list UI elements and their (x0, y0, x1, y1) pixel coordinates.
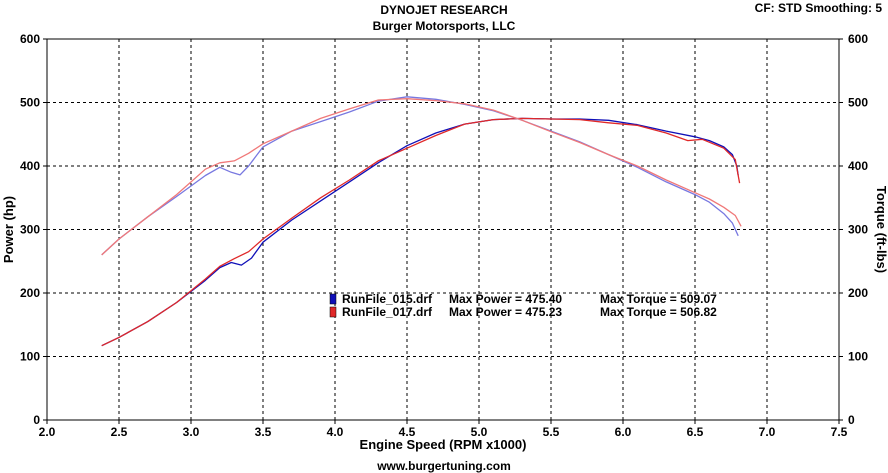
x-tick-label: 3.0 (183, 425, 200, 439)
y-tick-label-left: 0 (33, 413, 40, 427)
legend-max-torque: Max Torque = 509.07 (600, 292, 717, 306)
legend-file-name: RunFile_017.drf (342, 305, 433, 319)
x-tick-label: 2.0 (39, 425, 56, 439)
x-tick-label: 3.5 (255, 425, 272, 439)
y-tick-label-left: 400 (20, 159, 40, 173)
torque-curve-runfile-015-drf (101, 96, 739, 256)
x-tick-label: 4.5 (399, 425, 416, 439)
y-tick-label-left: 200 (20, 286, 40, 300)
power-curve-runfile-015-drf (101, 117, 739, 347)
x-tick-label: 2.5 (111, 425, 128, 439)
x-tick-label: 4.0 (327, 425, 344, 439)
correction-factor-info: CF: STD Smoothing: 5 (754, 1, 882, 15)
x-axis-label: Engine Speed (RPM x1000) (360, 437, 527, 452)
power-curve-runfile-017-drf (101, 117, 741, 347)
y-tick-label-left: 100 (20, 350, 40, 364)
legend-swatch (329, 293, 337, 305)
y-axis-label-left: Power (hp) (1, 196, 16, 263)
x-tick-label: 6.0 (615, 425, 632, 439)
x-tick-label: 7.0 (759, 425, 776, 439)
x-tick-label: 5.0 (471, 425, 488, 439)
y-tick-label-left: 300 (20, 223, 40, 237)
y-tick-label-right: 200 (848, 286, 868, 300)
y-tick-label-left: 500 (20, 96, 40, 110)
legend-file-name: RunFile_015.drf (342, 292, 433, 306)
legend-max-power: Max Power = 475.40 (449, 292, 562, 306)
y-tick-label-right: 400 (848, 159, 868, 173)
y-axis-label-right: Torque (ft-lbs) (874, 186, 888, 273)
legend-swatch (329, 306, 337, 318)
torque-curve-runfile-017-drf (101, 98, 742, 256)
y-tick-label-left: 600 (20, 32, 40, 46)
y-tick-label-right: 600 (848, 32, 868, 46)
y-tick-label-right: 0 (848, 413, 855, 427)
y-tick-label-right: 500 (848, 96, 868, 110)
x-tick-label: 7.5 (831, 425, 848, 439)
legend-max-power: Max Power = 475.23 (449, 305, 562, 319)
x-tick-label: 6.5 (687, 425, 704, 439)
legend-max-torque: Max Torque = 506.82 (600, 305, 717, 319)
y-tick-label-right: 100 (848, 350, 868, 364)
x-tick-label: 5.5 (543, 425, 560, 439)
footer-url: www.burgertuning.com (377, 459, 511, 473)
chart-title: DYNOJET RESEARCH (380, 3, 508, 17)
chart-subtitle: Burger Motorsports, LLC (372, 19, 516, 33)
y-tick-label-right: 300 (848, 223, 868, 237)
